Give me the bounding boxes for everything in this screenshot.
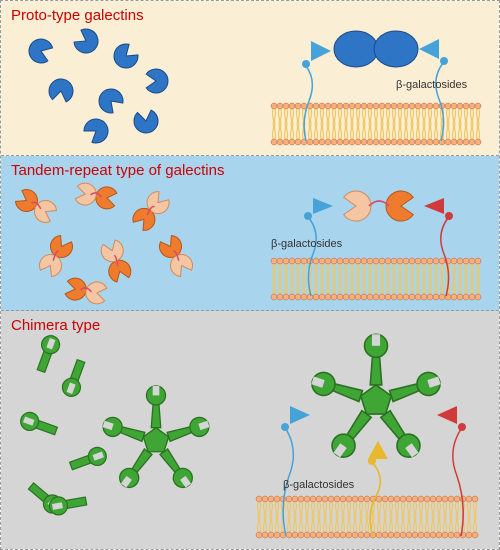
label-bgal-proto: β-galactosides: [396, 79, 467, 91]
panel-title-chimera: Chimera type: [11, 317, 100, 334]
panel-svg-tandem: [1, 156, 499, 311]
label-bgal-chimera: β-galactosides: [283, 479, 354, 491]
diagram-container: Proto-type galectinsβ-galactosidesTandem…: [0, 0, 500, 550]
panel-svg-chimera: [1, 311, 499, 549]
panel-title-proto: Proto-type galectins: [11, 7, 144, 24]
label-bgal-tandem: β-galactosides: [271, 238, 342, 250]
panel-proto: Proto-type galectins β-galactosides: [1, 1, 499, 156]
panel-chimera: Chimera type β-galactosides: [1, 311, 499, 549]
panel-tandem: Tandem-repeat type of galectins β-galacto…: [1, 156, 499, 311]
panel-title-tandem: Tandem-repeat type of galectins: [11, 162, 224, 179]
